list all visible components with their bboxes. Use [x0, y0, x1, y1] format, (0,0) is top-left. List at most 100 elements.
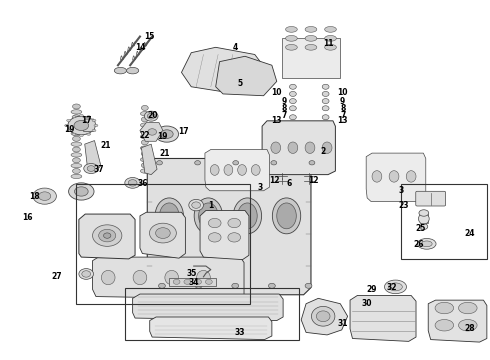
Polygon shape — [133, 294, 283, 320]
Ellipse shape — [72, 133, 76, 135]
Ellipse shape — [79, 134, 83, 136]
Ellipse shape — [84, 163, 98, 174]
Text: 13: 13 — [271, 116, 282, 125]
Ellipse shape — [103, 233, 111, 238]
Text: 34: 34 — [189, 278, 199, 287]
Ellipse shape — [142, 117, 148, 122]
Text: 18: 18 — [29, 192, 40, 201]
Ellipse shape — [195, 279, 201, 284]
Ellipse shape — [305, 27, 317, 32]
Text: 9: 9 — [340, 96, 345, 105]
Text: 4: 4 — [233, 43, 238, 52]
Ellipse shape — [286, 27, 297, 32]
Ellipse shape — [142, 129, 148, 134]
Text: 11: 11 — [323, 39, 333, 48]
Ellipse shape — [160, 130, 173, 138]
Polygon shape — [81, 119, 96, 132]
Polygon shape — [301, 298, 347, 335]
Ellipse shape — [312, 306, 335, 326]
Polygon shape — [200, 211, 249, 260]
Ellipse shape — [389, 283, 402, 291]
Ellipse shape — [141, 112, 149, 116]
Text: 19: 19 — [157, 132, 167, 141]
Ellipse shape — [73, 168, 80, 174]
Ellipse shape — [305, 142, 315, 153]
Ellipse shape — [79, 269, 94, 279]
Text: 24: 24 — [465, 229, 475, 238]
Polygon shape — [366, 153, 426, 202]
Ellipse shape — [33, 188, 56, 204]
Ellipse shape — [290, 106, 296, 111]
Text: 10: 10 — [271, 87, 282, 96]
Ellipse shape — [101, 270, 115, 285]
Text: 20: 20 — [147, 111, 157, 120]
Ellipse shape — [251, 165, 260, 175]
Ellipse shape — [192, 202, 200, 208]
Ellipse shape — [196, 270, 210, 285]
Ellipse shape — [159, 203, 179, 229]
Ellipse shape — [68, 116, 95, 135]
Ellipse shape — [228, 233, 241, 242]
Ellipse shape — [133, 270, 147, 285]
Text: 9: 9 — [281, 96, 287, 105]
Ellipse shape — [277, 203, 296, 229]
Ellipse shape — [286, 36, 297, 41]
Polygon shape — [350, 296, 416, 341]
Ellipse shape — [71, 131, 82, 135]
Ellipse shape — [198, 203, 218, 229]
Polygon shape — [428, 300, 487, 342]
Text: 8: 8 — [340, 104, 345, 113]
Ellipse shape — [195, 283, 202, 288]
Ellipse shape — [290, 91, 296, 96]
Ellipse shape — [286, 44, 297, 50]
Text: 25: 25 — [416, 224, 426, 233]
Ellipse shape — [145, 111, 158, 121]
Ellipse shape — [82, 271, 91, 277]
Ellipse shape — [39, 192, 51, 201]
Text: 10: 10 — [338, 87, 348, 96]
Text: 29: 29 — [367, 285, 377, 294]
Text: 27: 27 — [51, 272, 62, 281]
Ellipse shape — [421, 241, 432, 247]
Ellipse shape — [325, 27, 336, 32]
Ellipse shape — [322, 84, 329, 89]
Ellipse shape — [67, 120, 71, 122]
Text: 2: 2 — [320, 147, 326, 156]
Ellipse shape — [142, 140, 148, 145]
Bar — [125, 288, 299, 339]
FancyBboxPatch shape — [416, 191, 445, 206]
Ellipse shape — [322, 115, 329, 120]
Ellipse shape — [271, 142, 281, 153]
Text: 12: 12 — [269, 176, 280, 185]
Ellipse shape — [67, 130, 71, 132]
Text: 22: 22 — [140, 131, 150, 140]
Ellipse shape — [87, 133, 91, 135]
Text: 21: 21 — [159, 149, 170, 158]
Bar — [401, 184, 487, 259]
Bar — [169, 278, 216, 286]
Ellipse shape — [288, 142, 298, 153]
Ellipse shape — [147, 113, 155, 119]
Polygon shape — [93, 257, 244, 299]
Ellipse shape — [372, 171, 382, 182]
Text: 12: 12 — [308, 176, 318, 185]
Ellipse shape — [71, 121, 82, 125]
Ellipse shape — [322, 106, 329, 111]
Text: 5: 5 — [238, 79, 243, 88]
Ellipse shape — [72, 116, 76, 118]
Text: 30: 30 — [362, 299, 372, 308]
Ellipse shape — [205, 279, 212, 284]
Ellipse shape — [406, 171, 416, 182]
Ellipse shape — [419, 210, 429, 216]
Ellipse shape — [290, 115, 296, 120]
Ellipse shape — [420, 224, 428, 229]
Ellipse shape — [71, 163, 82, 168]
Ellipse shape — [271, 161, 277, 165]
Ellipse shape — [228, 219, 241, 228]
Ellipse shape — [73, 147, 80, 152]
Text: 8: 8 — [281, 104, 287, 113]
Polygon shape — [140, 212, 185, 258]
Ellipse shape — [418, 213, 429, 224]
Ellipse shape — [195, 161, 200, 165]
Ellipse shape — [305, 44, 317, 50]
